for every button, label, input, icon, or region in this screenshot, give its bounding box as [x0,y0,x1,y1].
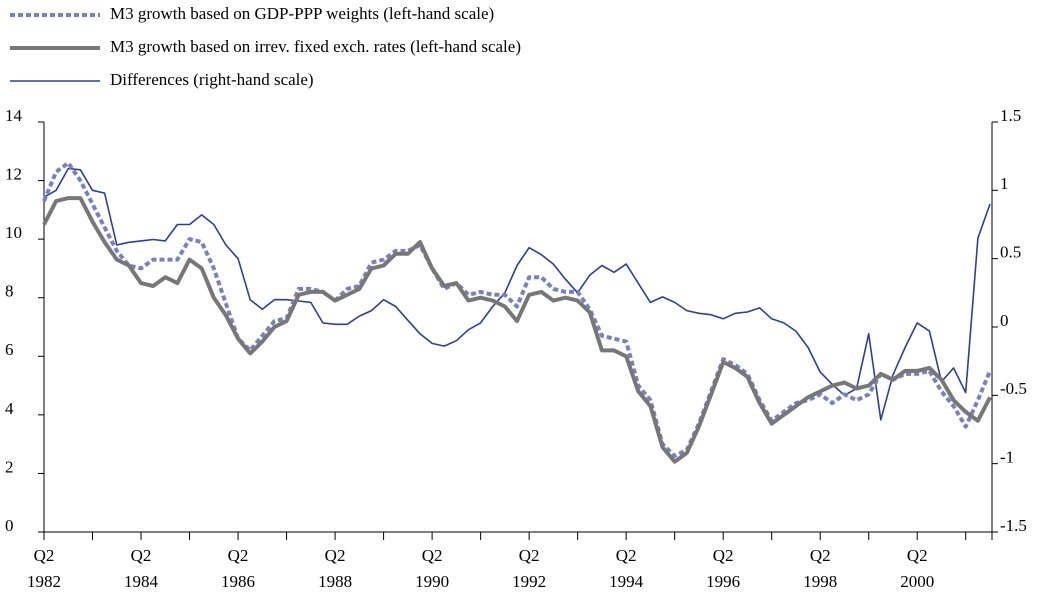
x-tick-label: Q2 1994 [609,546,644,591]
y-tick-label: 14 [5,106,23,125]
x-tick-label: Q2 1992 [512,546,546,591]
series-line [42,161,992,458]
legend-label: M3 growth based on irrev. fixed exch. ra… [110,37,521,56]
series-line [42,196,992,464]
y2-tick-label: 1.5 [1000,106,1021,125]
legend-label: M3 growth based on GDP-PPP weights (left… [110,4,494,23]
y-tick-label: 0 [5,516,14,535]
x-tick-label: Q2 1986 [221,546,255,591]
y2-tick-label: -1 [1000,448,1014,467]
x-tick-label: Q2 1988 [318,546,352,591]
y2-tick-label: 1 [1000,174,1009,193]
y-tick-label: 10 [5,223,22,242]
y-tick-label: 6 [5,340,14,359]
y2-tick-label: -1.5 [1000,516,1027,535]
y-tick-label: 8 [5,282,14,301]
x-tick-label: Q2 1990 [415,546,449,591]
x-tick-label: Q2 1982 [27,546,61,591]
y2-tick-label: 0.5 [1000,243,1021,262]
y-tick-label: 4 [5,399,14,418]
y-tick-label: 2 [5,457,14,476]
x-tick-label: Q2 1996 [706,546,740,591]
x-tick-label: Q2 2000 [900,546,934,591]
x-tick-label: Q2 1998 [803,546,837,591]
y-tick-label: 12 [5,164,22,183]
y2-tick-label: -0.5 [1000,379,1027,398]
x-tick-label: Q2 1984 [124,546,159,591]
y2-tick-label: 0 [1000,311,1009,330]
legend-label: Differences (right-hand scale) [110,70,314,89]
